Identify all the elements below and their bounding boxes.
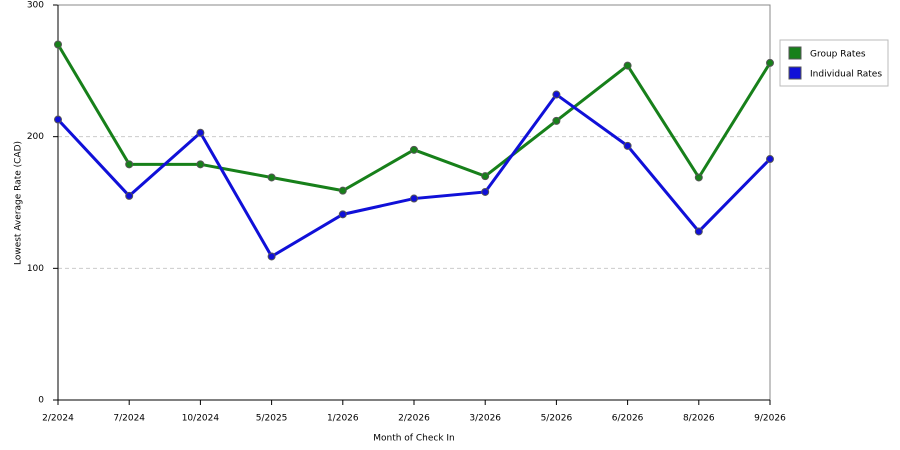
data-point bbox=[125, 191, 134, 200]
data-point bbox=[267, 252, 276, 261]
x-tick-label: 10/2024 bbox=[182, 414, 220, 424]
data-point bbox=[481, 172, 490, 181]
data-point bbox=[481, 187, 490, 196]
y-tick-label: 200 bbox=[27, 132, 44, 142]
data-point bbox=[552, 116, 561, 125]
y-tick-label: 0 bbox=[38, 396, 44, 406]
y-tick-label: 300 bbox=[27, 1, 44, 11]
x-tick-label: 6/2026 bbox=[612, 414, 644, 424]
data-point bbox=[410, 145, 418, 154]
data-point bbox=[338, 210, 347, 219]
x-axis-title: Month of Check In bbox=[373, 434, 455, 444]
data-point bbox=[54, 115, 62, 124]
data-point bbox=[766, 155, 774, 164]
series-line bbox=[56, 43, 772, 193]
data-point bbox=[552, 90, 561, 99]
x-tick-label: 5/2025 bbox=[256, 414, 288, 424]
x-tick-label: 5/2026 bbox=[541, 414, 573, 424]
legend-label: Individual Rates bbox=[810, 70, 882, 80]
x-tick-label: 3/2026 bbox=[469, 414, 501, 424]
x-tick-label: 7/2024 bbox=[113, 414, 145, 424]
x-tick-label: 1/2026 bbox=[327, 414, 359, 424]
x-tick-label: 9/2026 bbox=[754, 414, 786, 424]
data-point bbox=[623, 61, 632, 70]
legend-swatch bbox=[788, 46, 802, 60]
data-point bbox=[196, 128, 205, 137]
data-point bbox=[694, 227, 703, 236]
data-point bbox=[267, 173, 276, 182]
data-point bbox=[410, 194, 418, 203]
x-tick-label: 2/2024 bbox=[42, 414, 74, 424]
data-point bbox=[338, 186, 347, 195]
y-axis-title: Lowest Average Rate (CAD) bbox=[14, 141, 24, 265]
data-point bbox=[694, 173, 703, 182]
x-tick-label: 8/2026 bbox=[683, 414, 715, 424]
data-point bbox=[54, 40, 62, 49]
legend-swatch bbox=[788, 66, 802, 80]
legend-label: Group Rates bbox=[810, 50, 866, 60]
data-point bbox=[196, 160, 205, 169]
data-point bbox=[623, 141, 632, 150]
y-tick-label: 100 bbox=[27, 264, 44, 274]
data-point bbox=[766, 58, 774, 67]
x-tick-label: 2/2026 bbox=[398, 414, 430, 424]
data-point bbox=[125, 160, 134, 169]
